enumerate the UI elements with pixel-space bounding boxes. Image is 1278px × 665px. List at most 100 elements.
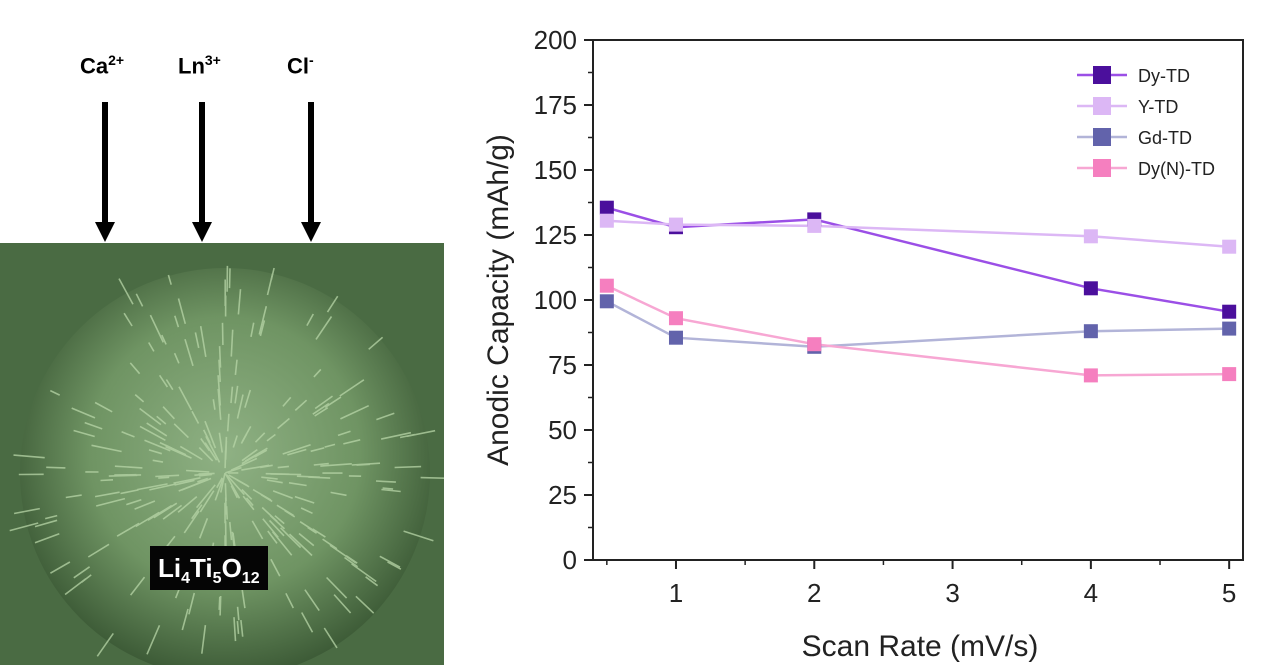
ion-charge: 2+	[108, 52, 125, 68]
crystal-flake	[312, 528, 326, 538]
crystal-flake	[129, 362, 141, 375]
crystal-flake	[259, 320, 266, 337]
crystal-flake	[288, 482, 307, 487]
crystal-flake	[340, 404, 370, 420]
crystal-flake	[258, 306, 268, 335]
crystal-flake	[135, 293, 144, 307]
crystal-flake	[204, 420, 217, 449]
legend-label: Dy(N)-TD	[1138, 159, 1215, 179]
series-line	[606, 300, 1230, 349]
crystal-flake	[282, 396, 292, 407]
crystal-flake	[155, 474, 180, 478]
crystal-flake	[272, 490, 293, 499]
crystal-flake	[64, 578, 87, 596]
data-point	[599, 278, 614, 293]
arrow-shaft	[308, 102, 314, 227]
formula-subscript: 5	[212, 570, 222, 588]
crystal-flake	[241, 448, 258, 462]
crystal-flake	[46, 466, 66, 469]
crystal-flake	[270, 558, 281, 577]
crystal-flake	[183, 510, 200, 534]
legend-marker	[1093, 66, 1111, 84]
crystal-flake	[218, 359, 221, 382]
crystal-flake	[34, 533, 60, 544]
crystal-flake	[420, 476, 444, 479]
crystal-flake	[268, 519, 285, 537]
y-tick-label: 125	[534, 220, 577, 250]
crystal-flake	[173, 477, 201, 484]
crystal-flake	[146, 422, 168, 437]
y-tick-label: 150	[534, 155, 577, 185]
ion-charge: -	[309, 52, 314, 68]
crystal-flake	[186, 469, 210, 473]
capacity-line-chart: 0 25 50 75 100 125 150 175 200 1 2 3 4 5 Dy-TD Y-TD Gd-…	[482, 25, 1244, 663]
crystal-flake	[259, 464, 273, 469]
y-tick-label: 100	[534, 285, 577, 315]
crystal-flake	[224, 473, 241, 499]
crystal-flake	[326, 295, 339, 313]
crystal-flake	[181, 608, 189, 631]
crystal-flake	[270, 473, 302, 476]
crystal-flake	[162, 406, 175, 420]
x-tick-label: 3	[945, 578, 959, 608]
data-point	[1083, 281, 1098, 296]
y-tick-label: 175	[534, 90, 577, 120]
crystal-flake	[230, 329, 234, 357]
crystal-flake	[234, 359, 238, 375]
crystal-flake	[195, 484, 216, 509]
crystal-flake	[216, 477, 223, 489]
crystal-flake	[232, 435, 238, 448]
crystal-flake	[200, 438, 211, 452]
crystal-flake	[9, 522, 39, 532]
arrow-shaft	[199, 102, 205, 227]
crystal-flake	[100, 479, 114, 482]
crystal-flake	[158, 476, 170, 479]
ion-label-calcium: Ca2+	[80, 52, 124, 79]
crystal-flake	[152, 459, 164, 463]
crystal-flake	[173, 423, 189, 439]
crystal-flake	[226, 413, 230, 432]
crystal-flake	[323, 627, 338, 649]
crystal-flake	[242, 495, 255, 511]
crystal-flake	[146, 624, 161, 655]
crystal-flake	[96, 497, 126, 507]
data-point	[668, 217, 683, 232]
crystal-flake	[178, 386, 193, 411]
crystal-flake	[149, 314, 165, 343]
formula-subscript: 12	[241, 570, 260, 588]
crystal-flake	[356, 463, 370, 466]
crystal-flake	[139, 407, 162, 426]
crystal-flake	[233, 617, 237, 642]
crystal-flake	[403, 530, 434, 542]
legend-label: Y-TD	[1138, 97, 1178, 117]
ion-label-lanthanide: Ln3+	[178, 52, 221, 79]
crystal-flake	[181, 477, 212, 491]
y-tick-label: 0	[563, 545, 577, 575]
crystal-flake	[139, 425, 166, 442]
crystal-flake	[251, 520, 264, 540]
crystal-flake	[147, 504, 173, 521]
crystal-flake	[304, 589, 320, 612]
crystal-flake	[241, 488, 253, 500]
crystal-flake	[266, 479, 283, 484]
crystal-flake	[298, 532, 315, 547]
formula-element: Li	[158, 553, 182, 583]
crystal-flake	[204, 442, 218, 461]
crystal-flake	[322, 538, 338, 550]
crystal-flake	[174, 479, 195, 486]
crystal-flake	[218, 596, 221, 610]
data-point	[1222, 304, 1237, 319]
crystal-flake	[230, 485, 239, 499]
crystal-flake	[191, 504, 203, 520]
crystal-flake	[49, 389, 61, 396]
ion-label-chloride: Cl-	[287, 52, 314, 79]
legend-label: Dy-TD	[1138, 66, 1190, 86]
crystal-flake	[148, 342, 155, 352]
crystal-flake	[380, 431, 412, 440]
crystal-flake	[94, 491, 120, 498]
schematic-panel: Ca2+ Ln3+ Cl- Li4Ti5O12	[0, 0, 450, 665]
crystal-flake	[199, 473, 212, 477]
crystal-flake	[73, 429, 95, 438]
x-tick-label: 5	[1222, 578, 1236, 608]
crystal-flake	[312, 402, 330, 415]
